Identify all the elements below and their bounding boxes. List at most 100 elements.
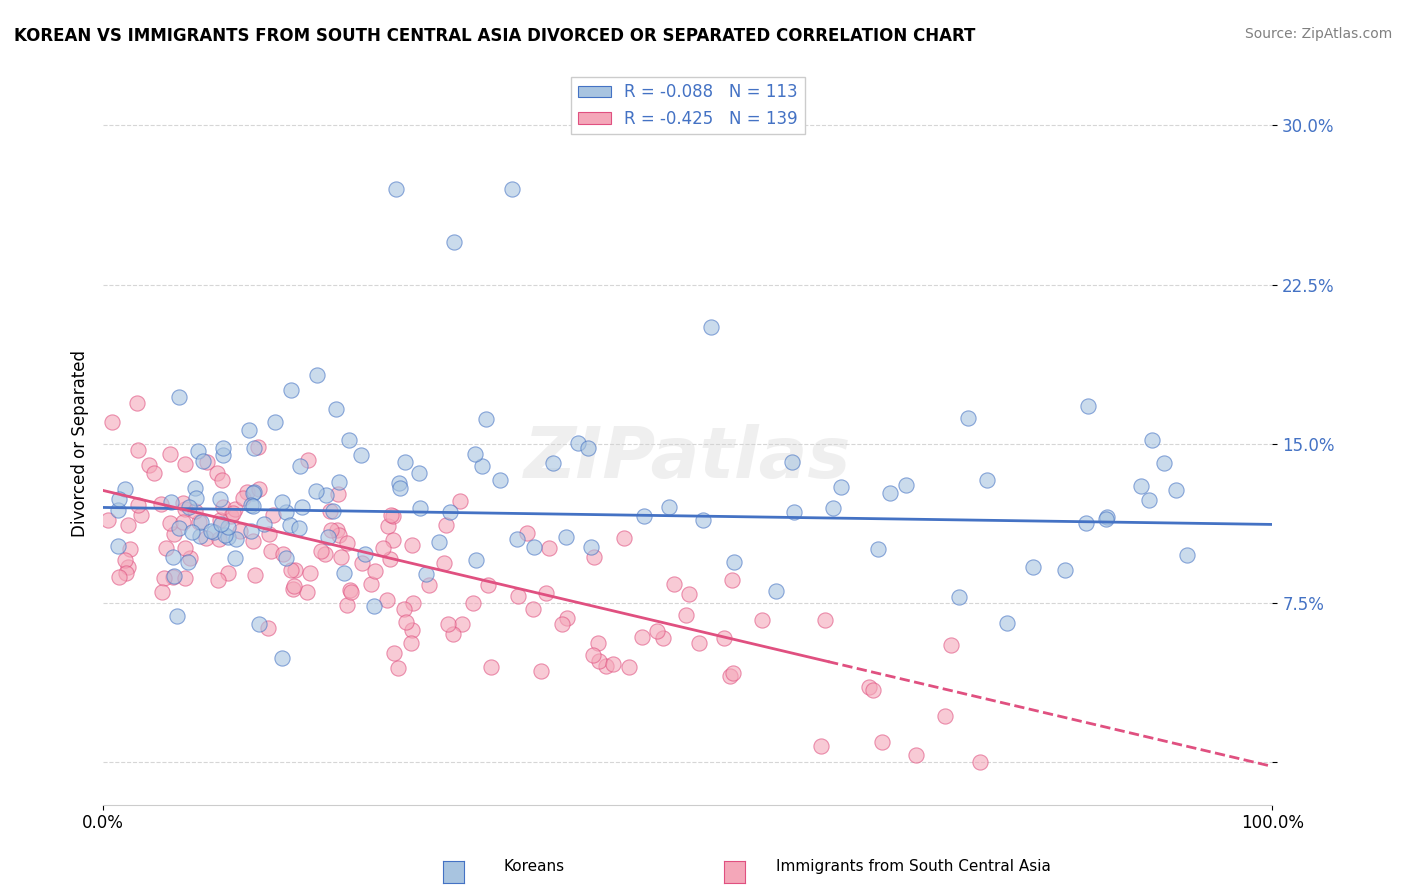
Point bbox=[288, 458, 311, 473]
Point bbox=[280, 563, 302, 577]
Point bbox=[253, 517, 276, 532]
Point bbox=[142, 466, 165, 480]
Point bbox=[364, 564, 387, 578]
Point bbox=[125, 396, 148, 410]
Point bbox=[186, 491, 208, 505]
Point bbox=[162, 570, 184, 584]
Point bbox=[188, 529, 211, 543]
Point bbox=[108, 492, 131, 507]
Point bbox=[205, 466, 228, 480]
Point bbox=[224, 501, 246, 516]
Point bbox=[401, 538, 423, 552]
Point bbox=[242, 534, 264, 549]
Point bbox=[721, 665, 744, 680]
Point bbox=[941, 638, 963, 652]
Point bbox=[173, 571, 195, 585]
Point bbox=[360, 577, 382, 591]
Point bbox=[299, 566, 322, 580]
Point bbox=[363, 599, 385, 613]
Point bbox=[107, 539, 129, 553]
Point bbox=[107, 502, 129, 516]
Point bbox=[322, 504, 344, 518]
Point bbox=[631, 630, 654, 644]
Point bbox=[1074, 516, 1097, 530]
Point bbox=[236, 485, 259, 500]
Point bbox=[415, 567, 437, 582]
Point bbox=[245, 568, 267, 582]
Point bbox=[217, 566, 239, 580]
Point bbox=[195, 531, 218, 545]
Point bbox=[270, 650, 292, 665]
Point bbox=[688, 636, 710, 650]
Point bbox=[295, 585, 318, 599]
Point bbox=[516, 525, 538, 540]
Text: ZIPatlas: ZIPatlas bbox=[524, 424, 852, 492]
Point bbox=[214, 528, 236, 542]
Point bbox=[118, 542, 141, 557]
Point bbox=[225, 532, 247, 546]
Point bbox=[576, 442, 599, 456]
Point bbox=[402, 596, 425, 610]
Point bbox=[1137, 493, 1160, 508]
Point bbox=[602, 657, 624, 671]
Point bbox=[1140, 433, 1163, 447]
Point bbox=[319, 523, 342, 537]
Point bbox=[894, 477, 917, 491]
Point bbox=[557, 611, 579, 625]
Point bbox=[283, 579, 305, 593]
Point bbox=[619, 659, 641, 673]
Point bbox=[176, 555, 198, 569]
Point bbox=[463, 596, 485, 610]
Point bbox=[326, 524, 349, 538]
Point bbox=[114, 482, 136, 496]
Point bbox=[718, 669, 741, 683]
Point bbox=[995, 615, 1018, 630]
Point bbox=[207, 573, 229, 587]
Point bbox=[814, 613, 837, 627]
Point bbox=[377, 519, 399, 533]
Point bbox=[184, 504, 207, 518]
Point bbox=[541, 456, 564, 470]
Point bbox=[862, 683, 884, 698]
Point bbox=[488, 473, 510, 487]
Point bbox=[692, 513, 714, 527]
Point bbox=[751, 613, 773, 627]
Point bbox=[465, 553, 488, 567]
Point bbox=[551, 616, 574, 631]
Point bbox=[392, 602, 415, 616]
Point bbox=[242, 499, 264, 513]
Point bbox=[479, 660, 502, 674]
Point bbox=[329, 550, 352, 565]
Point bbox=[700, 320, 723, 334]
Point bbox=[780, 455, 803, 469]
Point bbox=[723, 555, 745, 569]
Point bbox=[1153, 456, 1175, 470]
Point bbox=[354, 547, 377, 561]
Point bbox=[328, 487, 350, 501]
Point bbox=[284, 563, 307, 577]
Text: Source: ZipAtlas.com: Source: ZipAtlas.com bbox=[1244, 27, 1392, 41]
Point bbox=[879, 486, 901, 500]
Point bbox=[150, 585, 173, 599]
Point bbox=[242, 484, 264, 499]
Point bbox=[127, 442, 149, 457]
Point bbox=[173, 541, 195, 556]
Point bbox=[408, 466, 430, 480]
Point bbox=[270, 495, 292, 509]
Point bbox=[202, 525, 225, 540]
Point bbox=[229, 524, 252, 538]
Point bbox=[247, 440, 270, 454]
Point bbox=[399, 636, 422, 650]
Point bbox=[291, 500, 314, 514]
Point bbox=[339, 582, 361, 597]
Point bbox=[209, 491, 232, 506]
Point bbox=[232, 491, 254, 505]
Point bbox=[436, 617, 458, 632]
Point bbox=[652, 631, 675, 645]
Point bbox=[173, 457, 195, 471]
Point bbox=[260, 543, 283, 558]
Point bbox=[1095, 512, 1118, 526]
Point bbox=[866, 542, 889, 557]
Point bbox=[263, 415, 285, 429]
Point bbox=[536, 586, 558, 600]
